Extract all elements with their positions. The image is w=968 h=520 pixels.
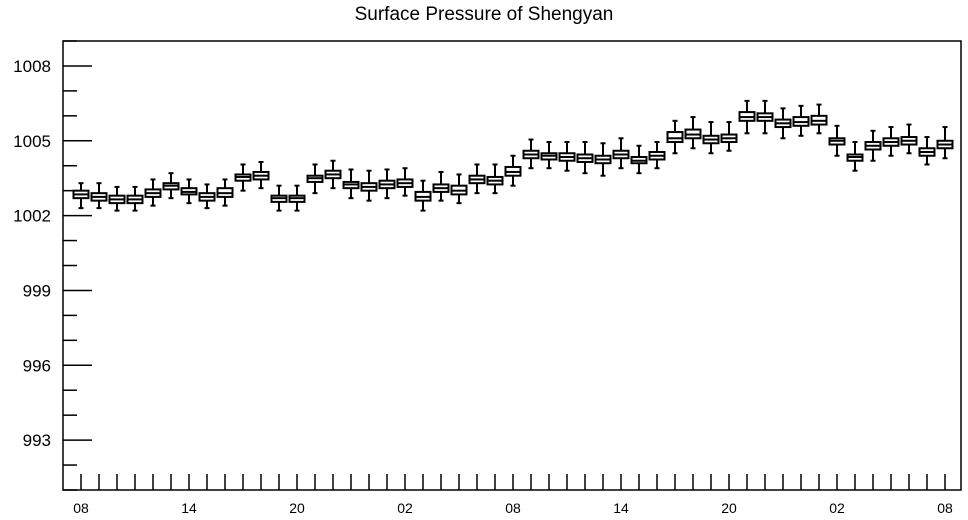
- box-item: [828, 124, 846, 157]
- y-tick-label: 1008: [13, 57, 51, 76]
- box-item: [648, 141, 666, 170]
- box-item: [576, 141, 594, 175]
- y-axis: 993 996 999 1002 1005 1008: [13, 40, 92, 491]
- box-item: [810, 103, 828, 135]
- box-item: [144, 178, 162, 207]
- x-tick-label: 20: [721, 500, 737, 516]
- box-item: [234, 163, 252, 192]
- box-item: [72, 182, 90, 210]
- box-item: [378, 168, 396, 200]
- box-item: [666, 119, 684, 155]
- y-tick-label: 993: [23, 431, 51, 450]
- box-item: [414, 179, 432, 212]
- x-tick-label: 02: [829, 500, 845, 516]
- box-item: [450, 173, 468, 205]
- box-item: [342, 168, 360, 200]
- box-item: [108, 185, 126, 212]
- box-item: [198, 183, 216, 210]
- box-item: [684, 116, 702, 150]
- y-tick-label: 1005: [13, 132, 51, 151]
- x-tick-label: 08: [505, 500, 521, 516]
- box-item: [504, 154, 522, 187]
- box-item: [288, 184, 306, 212]
- y-tick-label: 1002: [13, 207, 51, 226]
- y-tick-label: 996: [23, 356, 51, 375]
- box-item: [558, 141, 576, 172]
- box-item: [252, 160, 270, 190]
- x-axis: 08 14 20 02 08 14 20 02 08: [73, 474, 953, 516]
- box-item: [468, 163, 486, 195]
- x-tick-label: 08: [73, 500, 89, 516]
- box-item: [792, 104, 810, 137]
- box-item: [126, 185, 144, 212]
- box-item: [594, 142, 612, 177]
- box-item: [270, 184, 288, 212]
- box-item: [90, 182, 108, 210]
- box-item: [360, 169, 378, 202]
- plot-frame: [62, 40, 962, 491]
- x-tick-label: 20: [289, 500, 305, 516]
- box-item: [162, 172, 180, 200]
- box-body: [666, 131, 684, 144]
- x-tick-label: 08: [937, 500, 953, 516]
- box-item: [180, 178, 198, 205]
- box-series: [72, 99, 954, 212]
- x-tick-label: 14: [613, 500, 629, 516]
- box-item: [846, 141, 864, 172]
- box-item: [936, 126, 954, 160]
- y-tick-label: 999: [23, 281, 51, 300]
- box-item: [756, 99, 774, 135]
- box-item: [864, 129, 882, 162]
- box-item: [918, 136, 936, 166]
- box-item: [486, 163, 504, 195]
- box-item: [774, 107, 792, 140]
- box-item: [720, 121, 738, 152]
- box-item: [702, 121, 720, 155]
- box-item: [324, 159, 342, 190]
- box-item: [630, 144, 648, 175]
- box-item: [396, 167, 414, 197]
- chart-title: Surface Pressure of Shengyan: [354, 4, 614, 25]
- x-tick-label: 02: [397, 500, 413, 516]
- box-item: [216, 178, 234, 207]
- x-tick-label: 14: [181, 500, 197, 516]
- box-item: [432, 170, 450, 202]
- box-item: [306, 163, 324, 195]
- box-item: [522, 138, 540, 170]
- box-item: [900, 123, 918, 155]
- box-item: [738, 99, 756, 135]
- box-item: [612, 137, 630, 170]
- box-item: [540, 141, 558, 170]
- box-item: [882, 126, 900, 157]
